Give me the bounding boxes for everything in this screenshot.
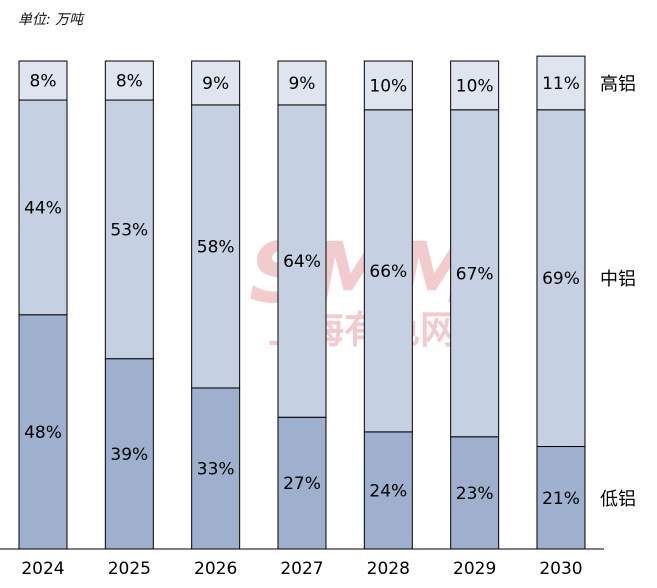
data-label-2026-低铝: 33% [197,459,235,479]
x-tick-labels: 2024 2025 2026 2027 2028 2029 2030 [21,559,582,579]
legend-entry-中铝: 中铝 [600,269,636,290]
data-label-2030-高铝: 11% [542,74,580,94]
data-label-2027-中铝: 64% [283,252,321,272]
x-tick-label-2028: 2028 [367,559,410,579]
data-label-2030-低铝: 21% [542,489,580,509]
bar-segment-2028-中铝 [363,109,413,433]
bar-segment-2024-低铝 [18,314,68,550]
data-label-2028-高铝: 10% [369,76,407,96]
data-label-2025-低铝: 39% [110,445,148,465]
data-label-2024-低铝: 48% [24,423,62,443]
data-label-2028-中铝: 66% [369,262,407,282]
data-label-2027-高铝: 9% [288,74,315,94]
bar-segment-2029-高铝 [450,60,500,111]
bar-segment-2028-高铝 [363,60,413,111]
bar-segment-2030-高铝 [536,55,586,111]
chart-unit-label: 单位: 万吨 [18,12,84,28]
x-tick-label-2026: 2026 [194,559,237,579]
data-label-2026-中铝: 58% [197,237,235,257]
bar-segment-2024-高铝 [18,60,68,101]
bar-segment-2026-高铝 [191,60,241,106]
data-label-2024-高铝: 8% [30,72,57,92]
bar-segment-2029-中铝 [450,109,500,438]
legend-entry-高铝: 高铝 [600,74,636,95]
data-label-2027-低铝: 27% [283,474,321,494]
x-tick-label-2029: 2029 [453,559,496,579]
bar-segment-2025-高铝 [104,60,154,101]
bar-segment-2026-中铝 [191,104,241,389]
x-tick-label-2030: 2030 [539,559,582,579]
bars-group: 48% 44% 8% 39% 53% 8% 33% 58% 9% 27% 64% 9% 24% 66% 10… [18,55,586,550]
bar-segment-2030-中铝 [536,109,586,448]
bar-segment-2027-高铝 [277,60,327,106]
data-label-2025-中铝: 53% [110,220,148,240]
bar-segment-2028-低铝 [363,431,413,550]
data-label-2029-中铝: 67% [456,264,494,284]
data-label-2029-低铝: 23% [456,484,494,504]
data-label-2030-中铝: 69% [542,269,580,289]
x-tick-label-2025: 2025 [108,559,151,579]
data-label-2026-高铝: 9% [202,74,229,94]
legend-entry-低铝: 低铝 [600,489,636,510]
bar-segment-2024-中铝 [18,99,68,316]
bar-segment-2030-低铝 [536,446,586,550]
data-label-2025-高铝: 8% [116,72,143,92]
data-label-2028-低铝: 24% [369,481,407,501]
data-label-2029-高铝: 10% [456,76,494,96]
data-label-2024-中铝: 44% [24,198,62,218]
x-tick-label-2027: 2027 [280,559,323,579]
x-tick-label-2024: 2024 [21,559,64,579]
bar-segment-2027-中铝 [277,104,327,418]
